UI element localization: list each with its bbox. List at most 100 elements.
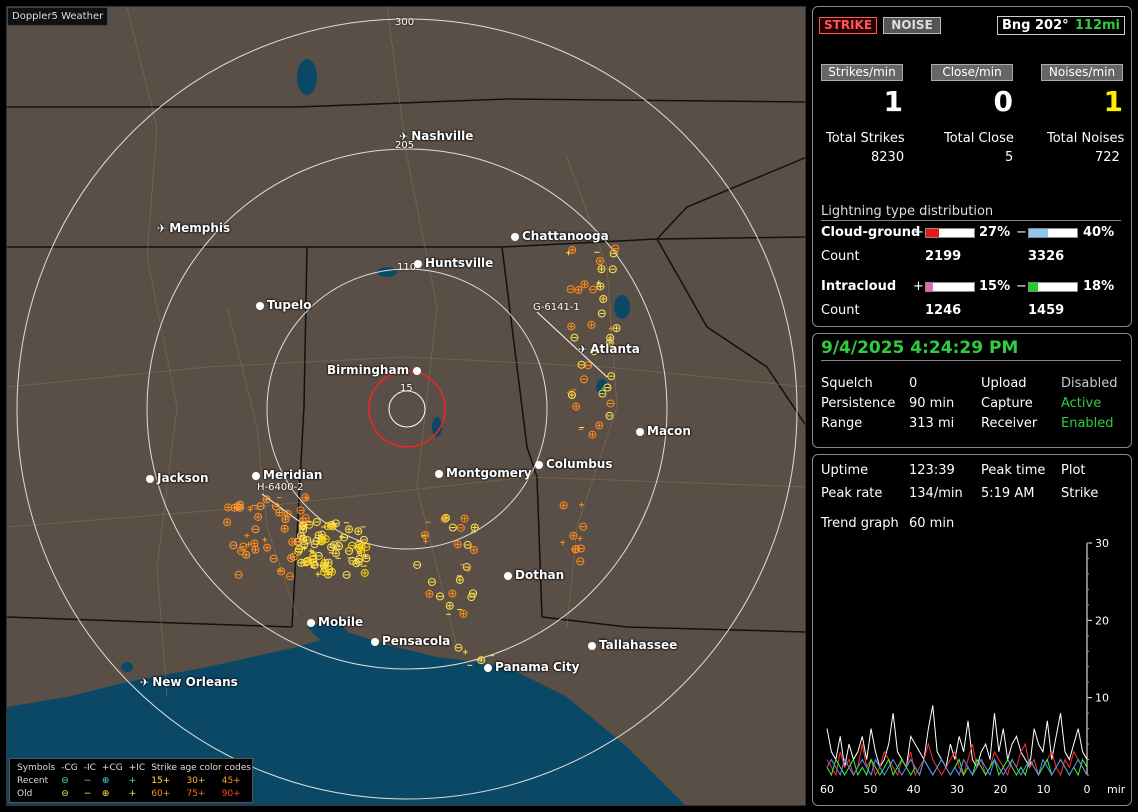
state-border bbox=[7, 98, 805, 108]
receiver-label: Receiver bbox=[981, 416, 1038, 431]
city-macon[interactable]: Macon bbox=[636, 424, 691, 438]
strike-marker bbox=[301, 514, 310, 523]
cg-positive-bar bbox=[925, 228, 975, 238]
total-strikes-label: Total Strikes bbox=[826, 131, 905, 146]
age-code: 45+ bbox=[221, 775, 241, 786]
peak-rate-value: 134/min bbox=[909, 486, 963, 501]
city-label: Panama City bbox=[495, 660, 580, 674]
city-chattanooga[interactable]: Chattanooga bbox=[511, 229, 609, 243]
strike-marker bbox=[470, 523, 479, 532]
trend-window-value: 60 min bbox=[909, 516, 955, 531]
strike-marker bbox=[244, 533, 250, 539]
cg-minus-sign: − bbox=[1016, 225, 1027, 240]
cg-positive-pct: 27% bbox=[979, 225, 1011, 240]
count-label: Count bbox=[821, 303, 860, 318]
strike-marker bbox=[325, 565, 334, 574]
strike-marker bbox=[576, 557, 585, 566]
city-atlanta[interactable]: ✈ Atlanta bbox=[578, 342, 640, 356]
city-mobile[interactable]: Mobile bbox=[307, 615, 363, 629]
city-jackson[interactable]: Jackson bbox=[146, 471, 209, 485]
city-memphis[interactable]: ✈ Memphis bbox=[157, 221, 230, 235]
city-montgomery[interactable]: Montgomery bbox=[435, 466, 532, 480]
age-code: 30+ bbox=[186, 775, 206, 786]
distribution-title: Lightning type distribution bbox=[821, 204, 1121, 221]
plot-label: Plot bbox=[1061, 463, 1086, 478]
total-strikes-value: 8230 bbox=[871, 150, 905, 165]
strike-marker bbox=[612, 324, 621, 333]
map-title: Doppler5 Weather bbox=[7, 7, 109, 26]
neg-ic-old-icon: − bbox=[83, 788, 92, 799]
strike-marker bbox=[413, 560, 422, 569]
strike-marker bbox=[354, 527, 363, 536]
city-label: New Orleans bbox=[152, 675, 238, 689]
city-dot-icon bbox=[146, 475, 154, 483]
strike-marker bbox=[462, 649, 468, 655]
strike-marker bbox=[269, 554, 278, 563]
city-huntsville[interactable]: Huntsville bbox=[414, 256, 493, 270]
strike-button[interactable]: STRIKE bbox=[819, 17, 877, 34]
noise-button[interactable]: NOISE bbox=[883, 17, 941, 34]
strike-marker bbox=[436, 592, 445, 601]
city-pensacola[interactable]: Pensacola bbox=[371, 634, 450, 648]
strike-marker bbox=[445, 601, 454, 610]
strike-marker bbox=[315, 571, 321, 577]
strike-marker bbox=[605, 411, 614, 420]
city-label: Meridian bbox=[263, 468, 323, 482]
strike-marker bbox=[355, 554, 364, 563]
strike-marker bbox=[314, 531, 323, 540]
noises-per-min-button[interactable]: Noises/min bbox=[1041, 64, 1123, 81]
city-tallahassee[interactable]: Tallahassee bbox=[588, 638, 677, 652]
lake bbox=[614, 295, 630, 319]
city-dot-icon bbox=[252, 472, 260, 480]
strike-marker bbox=[254, 512, 263, 521]
mobile-bay bbox=[307, 619, 352, 647]
strike-marker bbox=[577, 536, 583, 542]
city-label: Jackson bbox=[157, 471, 209, 485]
city-birmingham[interactable]: Birmingham bbox=[327, 363, 424, 377]
airport-icon: ✈ bbox=[140, 676, 150, 689]
range-ring bbox=[266, 268, 548, 550]
city-label: Tupelo bbox=[267, 298, 312, 312]
strike-marker bbox=[608, 326, 614, 332]
strike-marker bbox=[606, 399, 615, 408]
strike-marker bbox=[335, 542, 344, 551]
squelch-value: 0 bbox=[909, 376, 918, 391]
strike-marker bbox=[242, 550, 251, 559]
city-dot-icon bbox=[588, 642, 596, 650]
city-dothan[interactable]: Dothan bbox=[504, 568, 564, 582]
strike-marker bbox=[246, 541, 252, 547]
age-code: 90+ bbox=[221, 788, 241, 799]
city-panama-city[interactable]: Panama City bbox=[484, 660, 579, 674]
total-close-label: Total Close bbox=[944, 131, 1014, 146]
city-columbus[interactable]: Columbus bbox=[535, 457, 613, 471]
close-range-ring bbox=[368, 370, 446, 448]
strike-marker bbox=[331, 549, 340, 558]
strike-marker bbox=[560, 539, 566, 545]
strike-marker bbox=[345, 525, 354, 534]
plot-value: Strike bbox=[1061, 486, 1099, 501]
strike-marker bbox=[609, 346, 615, 352]
strike-marker bbox=[453, 540, 462, 549]
noises-per-min-value: 1 bbox=[1103, 85, 1123, 118]
lightning-map[interactable]: Doppler5 Weather 300 205 110 15 G-6141-1… bbox=[6, 6, 806, 806]
x-tick-label: 40 bbox=[907, 783, 921, 796]
ic-negative-bar bbox=[1028, 282, 1078, 292]
close-per-min-button[interactable]: Close/min bbox=[931, 64, 1013, 81]
strike-marker bbox=[601, 385, 607, 391]
strike-marker bbox=[441, 513, 450, 522]
strike-marker bbox=[469, 589, 478, 598]
strikes-per-min-button[interactable]: Strikes/min bbox=[821, 64, 903, 81]
strike-marker bbox=[566, 390, 572, 396]
legend-header: +IC bbox=[128, 762, 146, 773]
strike-marker bbox=[566, 285, 575, 294]
city-tupelo[interactable]: Tupelo bbox=[256, 298, 312, 312]
city-nashville[interactable]: ✈ Nashville bbox=[399, 129, 473, 143]
age-code: 60+ bbox=[151, 788, 171, 799]
city-new-orleans[interactable]: ✈ New Orleans bbox=[140, 675, 238, 689]
ic-negative-pct: 18% bbox=[1083, 279, 1115, 294]
status-panel: 9/4/2025 4:24:29 PM Squelch 0 Upload Dis… bbox=[812, 333, 1132, 448]
city-meridian[interactable]: Meridian bbox=[252, 468, 322, 482]
upload-value: Disabled bbox=[1061, 376, 1118, 391]
state-border bbox=[7, 616, 293, 628]
strike-marker bbox=[571, 545, 580, 554]
